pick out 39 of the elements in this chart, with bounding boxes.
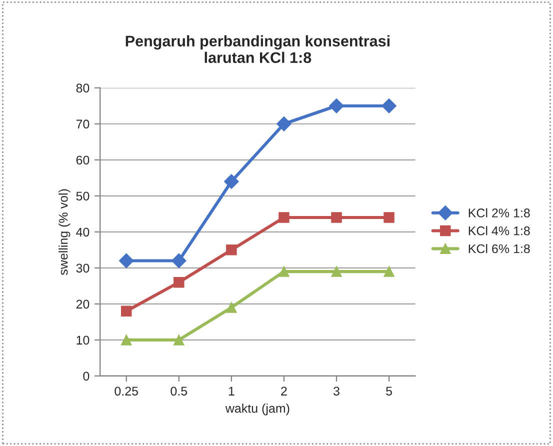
- point: [224, 174, 239, 189]
- point: [331, 266, 342, 277]
- x-tick-label: 0.25: [114, 386, 138, 396]
- x-tick-label: 0.5: [170, 386, 188, 396]
- point: [331, 212, 342, 223]
- y-tick-label: 30: [76, 264, 90, 273]
- point: [278, 212, 290, 223]
- y-tick-label: 10: [76, 336, 90, 345]
- point: [118, 253, 134, 268]
- x-tick-label: 3: [334, 386, 340, 396]
- point: [226, 302, 237, 313]
- point: [382, 98, 396, 114]
- point: [278, 266, 290, 277]
- y-tick-label: 40: [76, 228, 90, 237]
- y-tick-label: 60: [76, 156, 90, 165]
- y-tick-label: 0: [83, 372, 90, 381]
- legend-label: KCl 2% 1:8: [468, 208, 530, 218]
- point: [226, 244, 237, 256]
- point: [276, 116, 292, 132]
- point: [120, 306, 132, 317]
- y-tick-label: 20: [76, 300, 90, 309]
- x-axis-title: waktu (jam): [225, 404, 290, 416]
- point: [120, 334, 132, 346]
- x-tick-label: 2: [281, 386, 287, 396]
- point: [384, 212, 394, 223]
- legend-label: KCl 4% 1:8: [468, 226, 530, 236]
- point: [329, 98, 344, 114]
- y-tick-label: 80: [76, 84, 90, 93]
- y-axis-title: swelling (% vol): [58, 189, 70, 275]
- legend-label: KCl 6% 1:8: [468, 244, 530, 254]
- y-tick-label: 50: [76, 192, 90, 201]
- point: [172, 253, 186, 268]
- point: [174, 334, 184, 346]
- point: [174, 276, 184, 288]
- chart-title: Pengaruh perbandingan konsentrasi larutan KCl 1:8: [126, 35, 390, 64]
- x-tick-label: 1: [228, 386, 234, 396]
- point: [384, 266, 394, 277]
- y-tick-label: 70: [76, 120, 90, 129]
- x-tick-label: 5: [386, 386, 392, 396]
